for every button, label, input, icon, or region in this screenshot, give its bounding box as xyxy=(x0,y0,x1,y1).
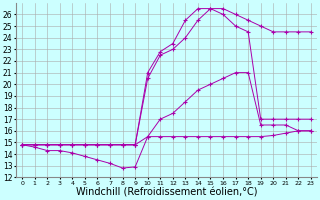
X-axis label: Windchill (Refroidissement éolien,°C): Windchill (Refroidissement éolien,°C) xyxy=(76,187,257,197)
